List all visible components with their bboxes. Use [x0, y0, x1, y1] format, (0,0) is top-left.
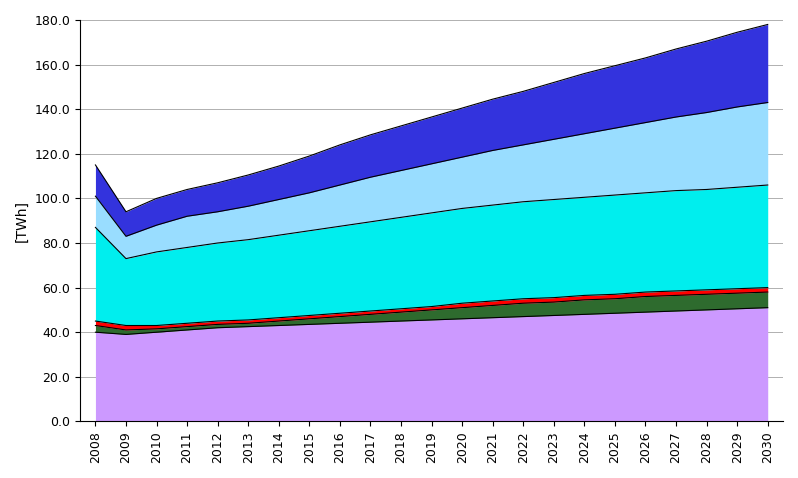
Y-axis label: [TWh]: [TWh] — [15, 200, 29, 242]
